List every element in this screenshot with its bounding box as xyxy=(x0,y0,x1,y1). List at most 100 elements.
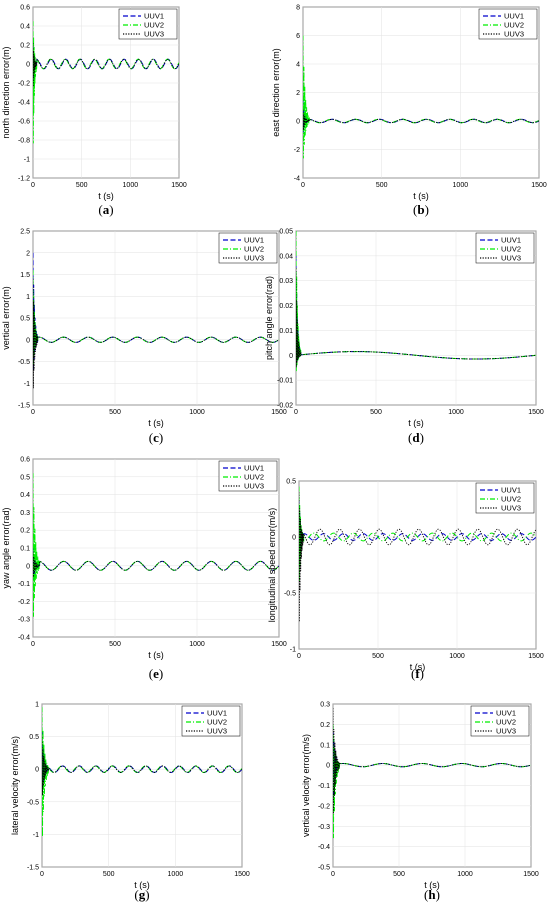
legend-label-uuv2: UUV2 xyxy=(244,245,264,254)
x-tick-label: 500 xyxy=(76,182,88,189)
legend-label-uuv3: UUV3 xyxy=(501,254,521,263)
x-tick-label: 500 xyxy=(370,409,382,416)
x-tick-label: 1000 xyxy=(168,871,184,878)
y-tick-label: -1.5 xyxy=(27,865,39,872)
y-tick-label: -1 xyxy=(24,381,30,388)
y-tick-label: 0.5 xyxy=(286,479,296,486)
y-axis-label: north direction error(m) xyxy=(1,46,11,138)
x-axis-label: t (s) xyxy=(408,418,424,428)
y-tick-label: 0.5 xyxy=(20,316,30,323)
panel-letter: e xyxy=(153,666,159,681)
y-tick-label: -0.5 xyxy=(18,359,30,366)
x-tick-label: 500 xyxy=(393,871,405,878)
panel-caption: (g) xyxy=(134,887,149,902)
x-tick-label: 1500 xyxy=(528,653,544,660)
legend-label-uuv2: UUV2 xyxy=(244,473,264,482)
panel-letter: g xyxy=(139,887,146,902)
legend-label-uuv1: UUV1 xyxy=(244,236,264,245)
x-tick-label: 500 xyxy=(109,409,121,416)
panel-letter: d xyxy=(412,430,420,445)
chart-panel-c: 0 500 1000 1500 -1.5 -1 -0.5 0 0.5 1 1.5 2 2.5 t (s) v… xyxy=(1,229,287,446)
legend-label-uuv3: UUV3 xyxy=(207,727,227,736)
y-tick-label: -1 xyxy=(290,647,296,654)
y-tick-label: -4 xyxy=(294,176,300,183)
y-tick-label: -1 xyxy=(33,832,39,839)
y-tick-label: 0.1 xyxy=(320,742,330,749)
x-tick-label: 0 xyxy=(31,182,35,189)
y-tick-label: 0.4 xyxy=(20,24,30,31)
y-tick-label: -1.5 xyxy=(18,403,30,410)
series-line-uuv3 xyxy=(33,43,179,87)
x-axis-label: t (s) xyxy=(134,880,150,890)
chart-panel-d: 0 500 1000 1500-0.02-0.0100.010.020.030.040… xyxy=(264,229,544,446)
x-tick-label: 0 xyxy=(294,409,298,416)
y-tick-label: -0.3 xyxy=(18,617,30,624)
series-line-uuv3 xyxy=(296,268,536,368)
legend-label-uuv3: UUV3 xyxy=(504,30,524,39)
y-tick-label: -0.01 xyxy=(277,378,293,385)
y-tick-label: 0.4 xyxy=(20,492,30,499)
legend-label-uuv3: UUV3 xyxy=(144,30,164,39)
x-tick-label: 0 xyxy=(297,653,301,660)
y-axis-label: vertical error(m) xyxy=(1,286,11,350)
y-tick-label: -0.3 xyxy=(318,824,330,831)
y-axis-label: lateral velocity error(m/s) xyxy=(10,736,20,835)
legend-label-uuv3: UUV3 xyxy=(244,254,264,263)
y-tick-label: 0.04 xyxy=(279,253,293,260)
series-line-uuv3 xyxy=(42,736,242,796)
series-line-uuv3 xyxy=(33,278,279,389)
x-tick-label: 500 xyxy=(376,182,388,189)
y-tick-label: -0.2 xyxy=(318,803,330,810)
x-tick-label: 1500 xyxy=(528,409,544,416)
y-tick-label: -0.02 xyxy=(277,403,293,410)
y-axis-label: longitudinal speed error(m/s) xyxy=(267,508,277,623)
chart-panel-a: 0 500 1000 1500 -1.2 -1 -0.8 -0.6 -0.4 -0.2 0 0.2 0.… xyxy=(1,5,187,218)
x-tick-label: 1000 xyxy=(448,409,464,416)
y-tick-label: 1.5 xyxy=(20,272,30,279)
legend-label-uuv2: UUV2 xyxy=(496,718,516,727)
legend-label-uuv2: UUV2 xyxy=(501,495,521,504)
legend-label-uuv3: UUV3 xyxy=(244,482,264,491)
series-line-uuv1 xyxy=(42,730,242,791)
y-tick-label: 0.05 xyxy=(279,229,293,236)
legend-label-uuv3: UUV3 xyxy=(496,727,516,736)
y-tick-label: 0.2 xyxy=(320,722,330,729)
x-tick-label: 1000 xyxy=(449,653,465,660)
x-tick-label: 1000 xyxy=(453,182,469,189)
y-tick-label: 0 xyxy=(292,535,296,542)
series-line-uuv2 xyxy=(42,707,242,837)
legend-label-uuv1: UUV1 xyxy=(501,486,521,495)
y-tick-label: -0.8 xyxy=(18,138,30,145)
x-tick-label: 1000 xyxy=(123,182,139,189)
panel-caption: (d) xyxy=(408,430,424,445)
y-tick-label: 0 xyxy=(296,119,300,126)
y-tick-label: 0 xyxy=(35,767,39,774)
y-tick-label: 8 xyxy=(296,5,300,12)
panel-caption: (b) xyxy=(413,202,429,217)
x-tick-label: 1500 xyxy=(171,182,187,189)
y-axis-label: east direction error(m) xyxy=(271,48,281,137)
legend-label-uuv2: UUV2 xyxy=(144,21,164,30)
chart-panel-b: 0 500 1000 1500 -4 -2 0 2 4 6 8 t (s) east direction… xyxy=(271,5,547,218)
x-tick-label: 1500 xyxy=(234,871,250,878)
series-line-uuv3 xyxy=(299,492,536,622)
y-tick-label: -0.4 xyxy=(318,844,330,851)
x-tick-label: 500 xyxy=(372,653,384,660)
y-axis-label: pitch angle error(rad) xyxy=(264,276,274,360)
x-axis-label: t (s) xyxy=(148,418,164,428)
y-tick-label: 2 xyxy=(26,250,30,257)
legend-label-uuv1: UUV1 xyxy=(501,236,521,245)
y-tick-label: -0.5 xyxy=(318,865,330,872)
x-tick-label: 1000 xyxy=(189,409,205,416)
y-tick-label: -0.1 xyxy=(318,783,330,790)
y-tick-label: 0.03 xyxy=(279,278,293,285)
y-tick-label: -0.4 xyxy=(18,635,30,642)
y-tick-label: 0 xyxy=(26,563,30,570)
y-tick-label: -0.5 xyxy=(27,799,39,806)
y-tick-label: -0.6 xyxy=(18,119,30,126)
y-tick-label: 6 xyxy=(296,33,300,40)
